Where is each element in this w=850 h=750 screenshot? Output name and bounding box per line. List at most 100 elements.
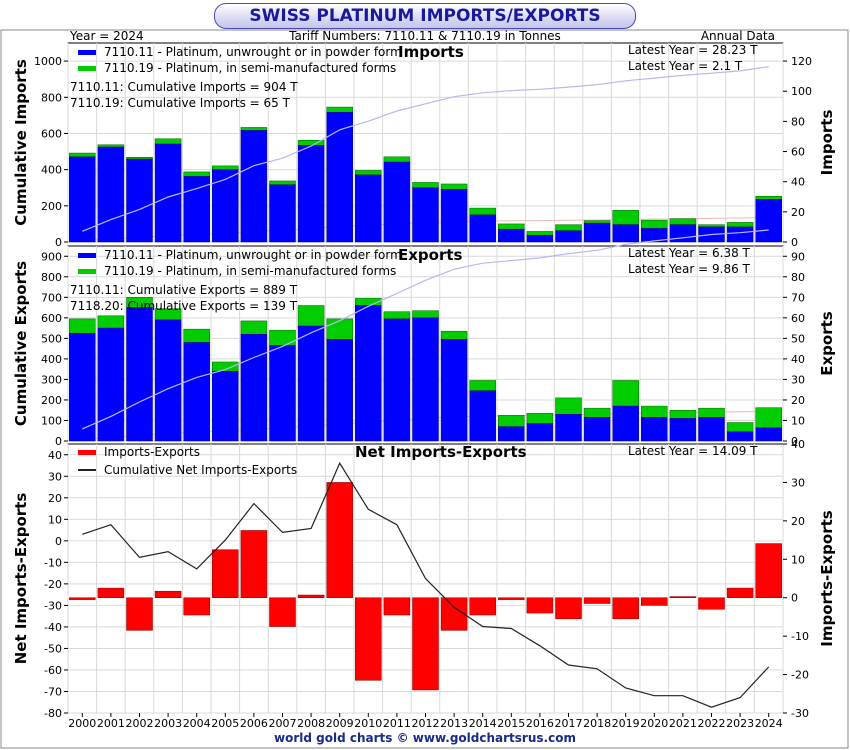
net-bar	[641, 597, 668, 606]
exports-bar-semi	[498, 415, 525, 427]
footer-credit: world gold charts © www.goldchartsrus.co…	[274, 731, 576, 745]
imports-bar-unwrought	[154, 143, 182, 243]
imports-right-tick: 120	[791, 55, 812, 68]
x-tick-label: 2008	[297, 717, 325, 730]
net-left-tick: -40	[44, 621, 62, 634]
net-left-axis-title: Net Imports-Exports	[12, 493, 30, 665]
exports-right-tick: 40	[791, 353, 805, 366]
exports-bar-semi	[526, 413, 554, 424]
net-cumulative-line	[82, 461, 770, 708]
exports-bar-unwrought	[755, 427, 782, 442]
net-bar	[583, 597, 611, 604]
net-right-tick: -20	[791, 669, 809, 682]
exports-bar-semi	[583, 407, 611, 418]
imports-right-tick: 80	[791, 115, 805, 128]
x-tick-label: 2018	[583, 717, 611, 730]
imports-bar-unwrought	[412, 187, 439, 243]
net-legend-bars: Imports-Exports	[104, 445, 200, 459]
net-bar	[669, 596, 697, 598]
exports-bar-semi	[698, 407, 725, 418]
net-bar	[240, 530, 268, 598]
exports-bar-unwrought	[669, 418, 697, 442]
exports-bar-unwrought	[583, 417, 611, 442]
exports-right-tick: 80	[791, 271, 805, 284]
exports-right-tick: 60	[791, 312, 805, 325]
imports-bar-unwrought	[126, 158, 153, 243]
exports-bar-semi	[440, 330, 468, 340]
x-tick-label: 2022	[698, 717, 726, 730]
imports-bar-semi	[326, 106, 353, 113]
imports-bar-semi	[69, 152, 96, 158]
exports-bar-unwrought	[297, 325, 325, 442]
imports-bar-semi	[498, 223, 525, 230]
net-bar	[412, 597, 439, 691]
net-bar	[469, 597, 496, 616]
exports-bar-unwrought	[726, 431, 754, 442]
exports-right-tick: 10	[791, 414, 805, 427]
exports-left-tick: 100	[41, 414, 62, 427]
exports-bar-unwrought	[526, 423, 554, 442]
net-left-tick: -50	[44, 642, 62, 655]
net-right-tick: 20	[791, 515, 805, 528]
x-tick-label: 2005	[211, 717, 239, 730]
net-bar	[97, 587, 125, 598]
net-left-tick: -60	[44, 664, 62, 677]
exports-bar-semi	[412, 310, 439, 319]
exports-bar-semi	[669, 409, 697, 419]
x-tick-label: 2023	[726, 717, 754, 730]
x-tick-label: 2011	[383, 717, 411, 730]
imports-cumulative-line	[82, 66, 769, 232]
x-tick-label: 2013	[440, 717, 468, 730]
imports-bar-semi	[641, 219, 668, 229]
imports-bar-unwrought	[641, 228, 668, 243]
net-bar	[555, 597, 582, 620]
exports-bar-unwrought	[440, 339, 468, 442]
imports-right-tick: 100	[791, 85, 812, 98]
net-bar	[212, 549, 239, 598]
exports-legend-semi: 7110.19 - Platinum, in semi-manufactured…	[104, 264, 396, 278]
imports-bar-semi	[126, 157, 153, 160]
imports-bar-semi	[269, 180, 296, 185]
imports-legend-semi: 7110.19 - Platinum, in semi-manufactured…	[104, 61, 396, 75]
net-bar	[698, 597, 725, 610]
imports-legend-swatch-unwrought	[78, 50, 96, 55]
exports-bar-semi	[297, 305, 325, 327]
exports-bar-unwrought	[469, 390, 496, 442]
imports-bar-semi	[212, 165, 239, 170]
exports-legend-swatch-unwrought	[78, 253, 96, 258]
net-left-tick: 20	[48, 492, 62, 505]
exports-bar-semi	[383, 311, 411, 320]
exports-bar-semi	[755, 407, 782, 429]
exports-left-tick: 0	[55, 435, 62, 448]
x-tick-label: 2000	[68, 717, 96, 730]
imports-left-tick: 1000	[34, 55, 62, 68]
x-tick-label: 2007	[269, 717, 297, 730]
net-bar	[726, 587, 754, 598]
exports-cumulative-line	[82, 229, 769, 430]
exports-bar-unwrought	[326, 339, 353, 442]
exports-note-2: 7118.20: Cumulative Exports = 139 T	[70, 299, 298, 313]
x-tick-label: 2006	[240, 717, 268, 730]
exports-bar-semi	[726, 422, 754, 433]
net-left-tick: 30	[48, 470, 62, 483]
x-tick-label: 2001	[97, 717, 125, 730]
imports-bar-unwrought	[612, 224, 639, 243]
net-right-tick: -30	[791, 707, 809, 720]
exports-bar-semi	[326, 318, 353, 340]
exports-right-tick: 90	[791, 250, 805, 263]
net-right-tick: 30	[791, 476, 805, 489]
x-tick-label: 2009	[326, 717, 354, 730]
imports-bar-unwrought	[240, 130, 268, 243]
net-bar	[297, 594, 325, 598]
imports-right-tick: 60	[791, 146, 805, 159]
x-tick-label: 2021	[669, 717, 697, 730]
x-tick-label: 2010	[354, 717, 382, 730]
net-right-axis-title: Imports-Exports	[818, 510, 836, 647]
imports-legend-swatch-semi	[78, 66, 96, 71]
exports-left-tick: 900	[41, 250, 62, 263]
x-tick-label: 2002	[126, 717, 154, 730]
imports-bar-unwrought	[669, 224, 697, 243]
imports-bar-semi	[440, 183, 468, 190]
imports-bar-unwrought	[726, 226, 754, 243]
